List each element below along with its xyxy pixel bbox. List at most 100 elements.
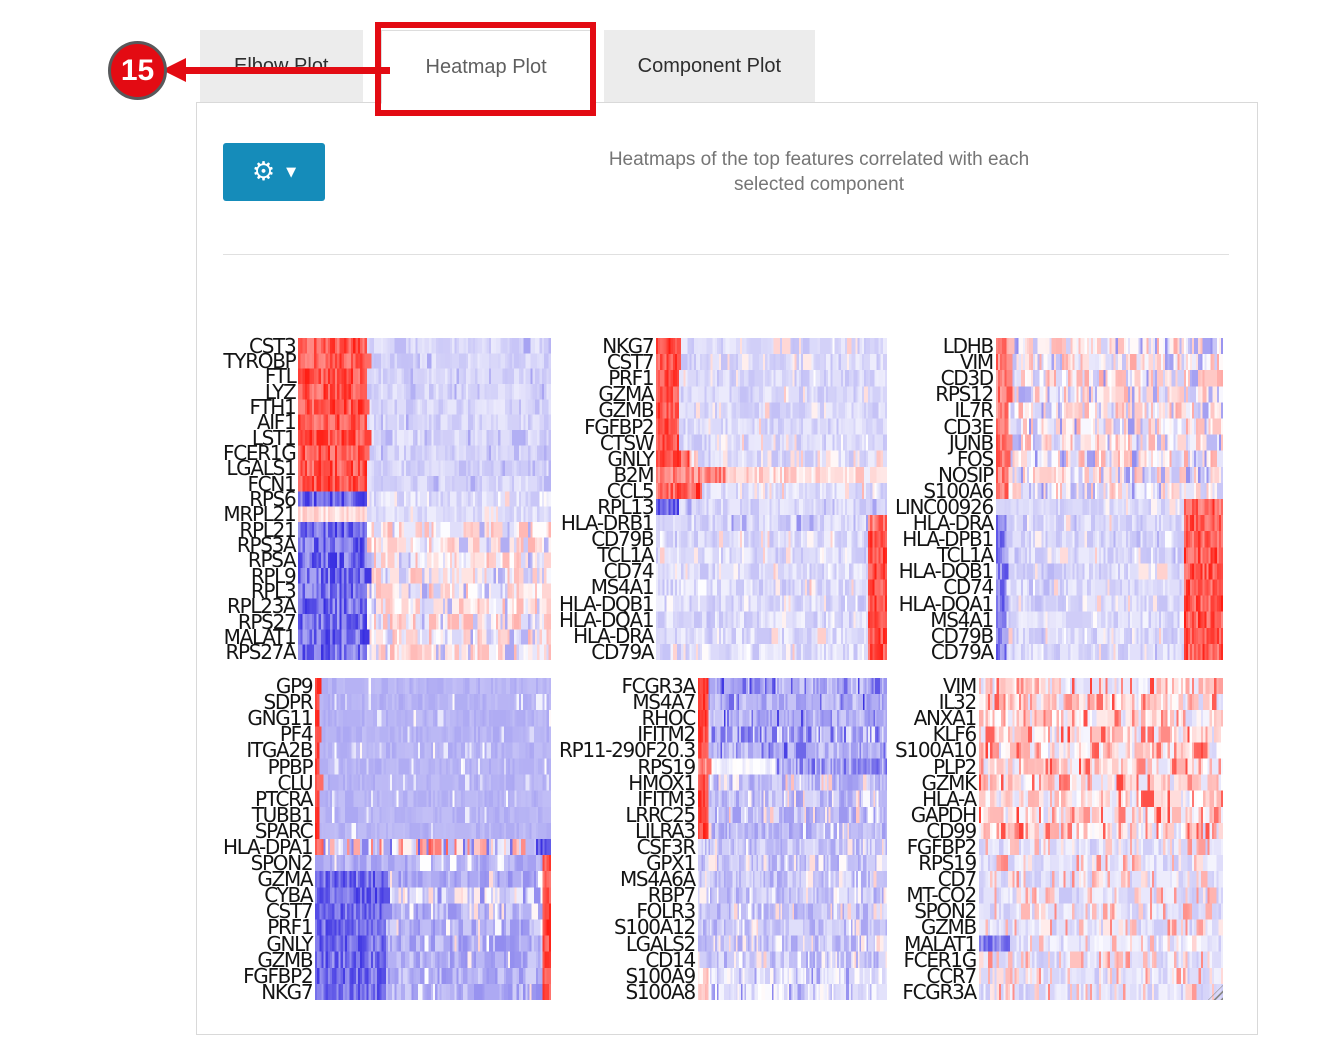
gene-label: CCR7 (926, 963, 978, 988)
gene-label: FGFBP2 (584, 414, 655, 439)
gene-label: HLA-DQA1 (898, 591, 995, 616)
gene-label: RPL23A (227, 594, 297, 619)
gene-label: NKG7 (602, 334, 654, 359)
heatmap-y-labels: GP9 SDPR GNG11 PF4 ITGA2B PPBP CLU PTCRA TUBB1 SP… (223, 674, 315, 1002)
heatmap-y-labels: FCGR3A MS4A7 RHOC IFITM2 RP11-290F20.3 RPS19 H… (559, 676, 698, 1002)
heatmap-subplot-4: GP9 SDPR GNG11 PF4 ITGA2B PPBP CLU PTCRA TUBB1 SP… (223, 674, 551, 1002)
gene-label: ITGA2B (246, 738, 313, 763)
heatmap-canvas[interactable] (995, 338, 1223, 660)
gear-icon: ⚙ (251, 157, 276, 187)
gene-label: FCER1G (223, 440, 297, 465)
gene-label: LILRA3 (635, 818, 696, 843)
plot-toolbar: ⚙ ▼ Heatmaps of the top features correla… (197, 103, 1257, 213)
gene-label: MS4A6A (619, 867, 696, 892)
gene-label: AIF1 (256, 410, 297, 435)
heatmap-canvas-wrap (315, 678, 551, 1000)
gene-label: KLF6 (932, 722, 978, 747)
gene-label: ANXA1 (913, 706, 978, 731)
gene-label: CD79A (591, 639, 654, 664)
gene-label: MRPL21 (223, 502, 296, 527)
gene-label: FOLR3 (636, 899, 696, 924)
gene-label: FGFBP2 (906, 834, 978, 859)
gene-label: RPS3A (236, 532, 297, 557)
heatmap-canvas[interactable] (656, 338, 887, 660)
gene-label: PTCRA (254, 786, 314, 811)
gene-label: RPL13 (597, 494, 654, 519)
gene-label: RPS19 (637, 754, 696, 779)
gene-label: S100A10 (895, 738, 977, 763)
heatmap-canvas-wrap (978, 678, 1223, 1000)
gene-label: FCGR3A (902, 979, 977, 1004)
gene-label: GZMA (257, 867, 313, 892)
gene-label: GNLY (607, 446, 654, 471)
gene-label: HLA-DQA1 (559, 607, 655, 632)
gene-label: LRRC25 (625, 802, 696, 827)
gene-label: MALAT1 (904, 931, 977, 956)
gene-label: CD99 (926, 818, 977, 843)
gene-label: RPS19 (918, 851, 977, 876)
divider (223, 254, 1229, 255)
gene-label: VIM (959, 350, 994, 375)
plot-panel: ⚙ ▼ Heatmaps of the top features correla… (196, 102, 1258, 1035)
heatmap-subplot-5: FCGR3A MS4A7 RHOC IFITM2 RP11-290F20.3 RPS19 H… (559, 676, 887, 1002)
tab-component-plot[interactable]: Component Plot (603, 30, 816, 102)
gene-label: CD74 (603, 559, 655, 584)
gene-label: HLA-DRA (912, 511, 994, 536)
gene-label: GNLY (266, 931, 313, 956)
plot-settings-button[interactable]: ⚙ ▼ (223, 143, 325, 201)
gene-label: HLA-DRB1 (560, 511, 655, 536)
gene-label: MS4A1 (590, 575, 655, 600)
plot-title: Heatmaps of the top features correlated … (381, 147, 1257, 197)
gene-label: GAPDH (910, 802, 977, 827)
heatmap-canvas[interactable] (298, 338, 551, 660)
gene-label: GZMA (598, 382, 654, 407)
tab-heatmap-plot[interactable]: Heatmap Plot (380, 30, 592, 104)
gene-label: S100A9 (625, 963, 696, 988)
gene-label: SPON2 (914, 899, 977, 924)
gene-label: RBP7 (647, 883, 697, 908)
heatmap-canvas[interactable] (978, 678, 1223, 1000)
gene-label: LGALS2 (625, 931, 696, 956)
gene-label: MT-CO2 (906, 883, 977, 908)
gene-label: RPS27 (237, 609, 297, 634)
gene-label: IL32 (938, 690, 978, 715)
gene-label: GP9 (275, 674, 314, 699)
gene-label: GNG11 (247, 706, 313, 731)
gene-label: SPARC (254, 818, 314, 843)
gene-label: LYZ (264, 379, 297, 404)
gene-label: HLA-DQB1 (898, 559, 995, 584)
heatmap-canvas[interactable] (697, 678, 887, 1000)
gene-label: FOS (956, 446, 994, 471)
step-badge: 15 (108, 41, 167, 100)
gene-label: HLA-A (922, 786, 977, 811)
gene-label: GZMB (257, 947, 313, 972)
caret-down-icon: ▼ (286, 164, 297, 180)
gene-label: RPSA (247, 548, 297, 573)
heatmap-canvas-wrap (298, 338, 551, 660)
heatmap-y-labels: CST3 TYROBP FTL LYZ FTH1 AIF1 LST1 FCER1G LGALS1… (223, 333, 298, 662)
gene-label: CD14 (645, 947, 696, 972)
gene-label: CST7 (265, 899, 314, 924)
heatmap-canvas-wrap (656, 338, 887, 660)
gene-label: RP11-290F20.3 (559, 738, 696, 763)
gene-label: CST3 (249, 333, 297, 358)
gene-label: VIM (942, 674, 977, 699)
gene-label: JUNB (948, 430, 994, 455)
gene-label: GZMK (921, 770, 978, 795)
gene-label: IL7R (954, 398, 994, 423)
gene-label: CST7 (606, 350, 655, 375)
tab-elbow-plot[interactable]: Elbow Plot (200, 30, 363, 102)
gene-label: MS4A1 (930, 607, 994, 632)
annotation-arrow (184, 67, 390, 74)
heatmap-subplot-6: VIM IL32 ANXA1 KLF6 S100A10 PLP2 GZMK HLA-A GAPD… (895, 674, 1223, 1004)
gene-label: CD79B (591, 527, 654, 552)
heatmap-y-labels: LDHB VIM CD3D RPS12 IL7R CD3E JUNB FOS NOSIP S100… (895, 336, 996, 662)
gene-label: PF4 (279, 722, 314, 747)
gene-label: CD3E (943, 414, 994, 439)
gene-label: CTSW (599, 430, 655, 455)
gene-label: LGALS1 (226, 456, 296, 481)
heatmap-y-labels: NKG7 CST7 PRF1 GZMA GZMB FGFBP2 CTSW GNLY B2M CCL… (559, 334, 656, 664)
plot-title-line1: Heatmaps of the top features correlated … (608, 149, 1030, 170)
heatmap-canvas[interactable] (315, 678, 551, 1000)
